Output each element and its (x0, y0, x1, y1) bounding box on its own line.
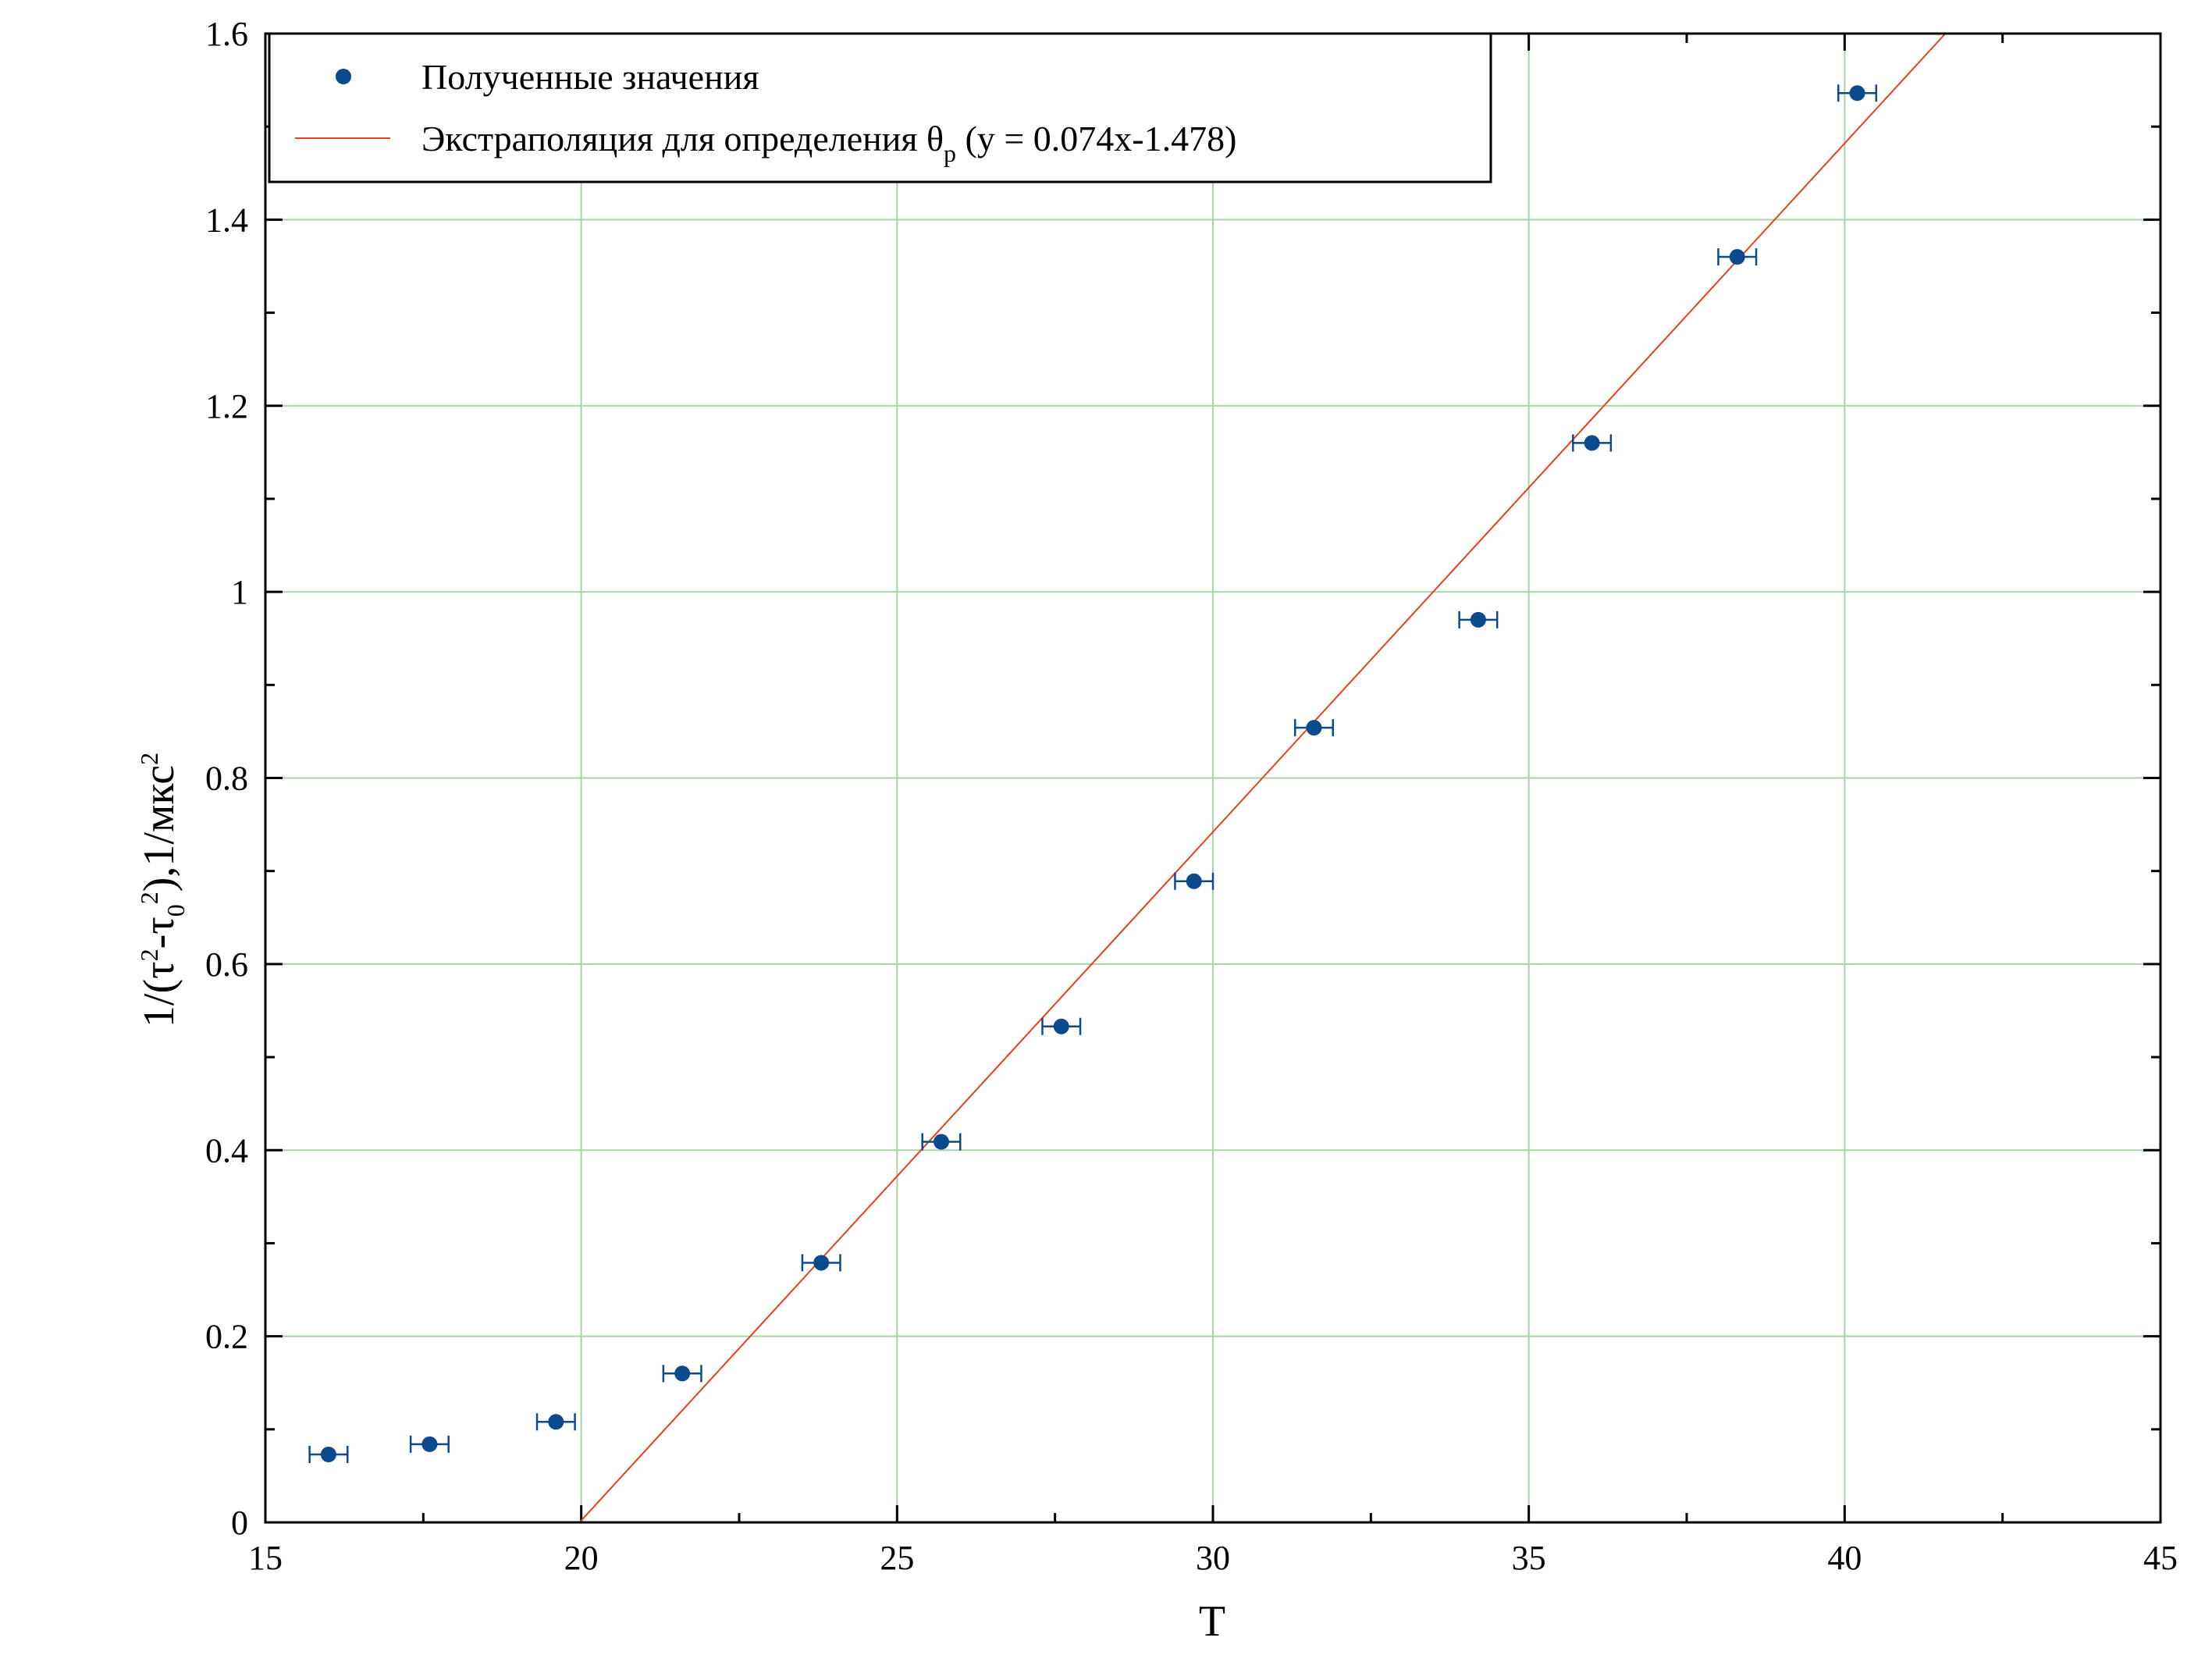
data-point (1458, 611, 1499, 628)
y-axis-title-sup1: 2 (135, 949, 163, 961)
point-marker (1584, 435, 1600, 451)
point-marker (933, 1134, 949, 1150)
y-axis-title-sup2: 2 (135, 892, 163, 904)
y-tick-label: 0 (231, 1504, 248, 1542)
point-marker (1306, 720, 1322, 736)
data-point (1293, 719, 1335, 737)
legend-label-points: Полученные значения (421, 57, 759, 97)
data-point (1572, 434, 1613, 452)
point-marker (421, 1436, 438, 1452)
y-tick-labels: 0 0.2 0.4 0.6 0.8 1 1.2 1.4 1.6 (205, 15, 248, 1542)
y-axis-title-sub: 0 (162, 904, 190, 917)
y-axis-title-sup3: 2 (135, 753, 163, 765)
y-axis-title-mid1: -τ (135, 917, 183, 949)
y-tick-label: 0.4 (205, 1131, 248, 1169)
point-marker (1729, 249, 1745, 265)
data-point (1717, 248, 1758, 266)
data-point (308, 1445, 349, 1463)
point-marker (548, 1414, 564, 1430)
legend-marker-points (336, 69, 351, 84)
legend: Полученные значения Экстраполяция для оп… (268, 32, 1492, 183)
point-marker (1470, 611, 1486, 628)
x-tick-label: 30 (1196, 1539, 1230, 1577)
legend-label-fit: Экстраполяция для определения θp (y = 0.… (421, 119, 1236, 167)
data-point (1837, 84, 1878, 102)
y-tick-label: 0.6 (205, 945, 248, 984)
data-point (1174, 872, 1214, 890)
data-point (662, 1365, 702, 1383)
y-tick-label: 0.2 (205, 1318, 248, 1356)
point-marker (1849, 85, 1865, 101)
data-point (535, 1413, 576, 1431)
x-tick-label: 15 (248, 1539, 283, 1577)
y-tick-label: 1 (231, 573, 248, 611)
data-point (921, 1133, 962, 1151)
fit-line-layer (578, 33, 1947, 1523)
y-tick-label: 1.4 (205, 201, 248, 239)
x-tick-label: 25 (880, 1539, 914, 1577)
data-points-layer (308, 84, 1878, 1463)
point-marker (674, 1365, 691, 1382)
point-marker (1053, 1018, 1069, 1034)
x-tick-labels: 15 20 25 30 35 40 45 (248, 1539, 2178, 1577)
y-axis-title: 1/(τ2-τ02),1/мкс2 (135, 753, 190, 1027)
x-tick-label: 40 (1827, 1539, 1862, 1577)
y-tick-label: 1.2 (205, 387, 248, 425)
x-tick-label: 45 (2143, 1539, 2178, 1577)
data-point (801, 1254, 841, 1272)
grid-lines (265, 34, 2160, 1522)
data-point (409, 1435, 450, 1453)
data-point (1041, 1017, 1082, 1035)
point-marker (813, 1255, 830, 1271)
point-marker (320, 1446, 336, 1462)
point-marker (1186, 873, 1202, 889)
y-axis-title-mid2: ),1/мкс (135, 765, 183, 892)
legend-label-fit-sub: p (944, 139, 956, 167)
legend-label-fit-prefix: Экстраполяция для определения θ (421, 119, 944, 158)
fit-line (578, 33, 1947, 1523)
x-tick-label: 20 (564, 1539, 599, 1577)
x-axis-title: T (1199, 1597, 1225, 1646)
y-tick-label: 0.8 (205, 760, 248, 798)
legend-label-fit-suffix: (y = 0.074x-1.478) (956, 119, 1236, 158)
x-tick-label: 35 (1512, 1539, 1546, 1577)
legend-box (268, 32, 1492, 183)
y-tick-label: 1.6 (205, 15, 248, 53)
y-axis-title-base: 1/(τ (135, 961, 183, 1027)
